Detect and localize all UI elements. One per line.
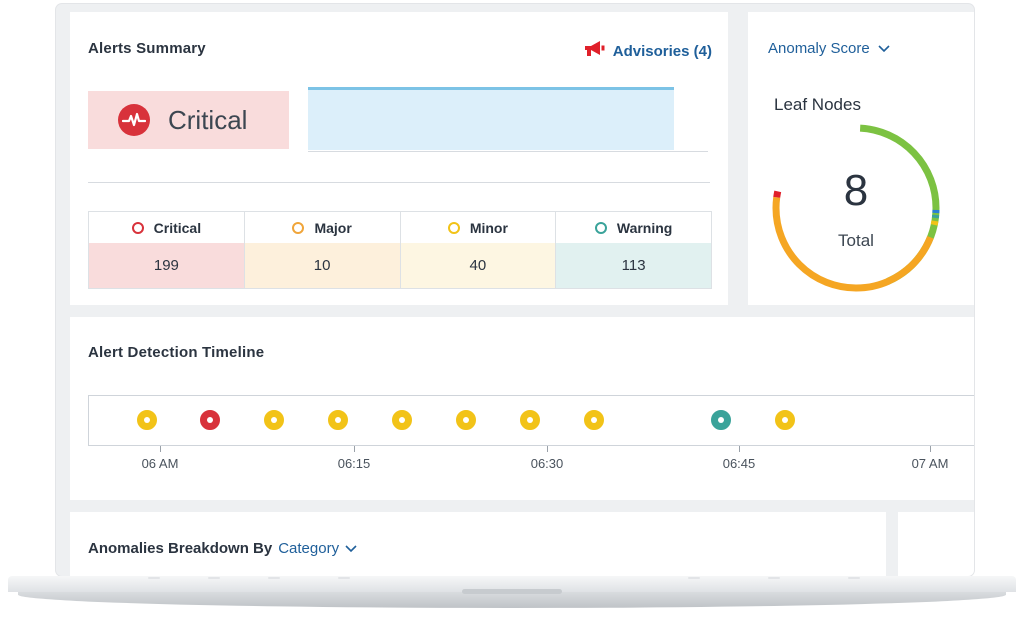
severity-count: 10 xyxy=(244,243,400,288)
alert-chart-area xyxy=(308,87,674,150)
timeline-tick-label: 06:45 xyxy=(722,456,756,471)
timeline-marker-critical[interactable] xyxy=(200,410,220,430)
chart-underline xyxy=(308,151,708,152)
severity-count: 40 xyxy=(400,243,556,288)
anomaly-score-dropdown[interactable]: Anomaly Score xyxy=(768,40,890,57)
severity-label: Major xyxy=(314,219,352,236)
marker-center xyxy=(782,417,788,423)
laptop-base xyxy=(0,576,1024,616)
timeline-marker-minor[interactable] xyxy=(328,410,348,430)
severity-header: Major xyxy=(244,212,400,243)
severity-label: Warning xyxy=(616,219,673,236)
warning-dot-icon xyxy=(594,221,607,234)
timeline-tick-label: 07 AM xyxy=(911,456,949,471)
laptop-keyboard-edge xyxy=(8,576,1016,592)
timeline-marker-minor[interactable] xyxy=(775,410,795,430)
marker-center xyxy=(207,417,213,423)
timeline-marker-minor[interactable] xyxy=(137,410,157,430)
severity-column-major[interactable]: Major 10 xyxy=(244,212,401,288)
marker-center xyxy=(718,417,724,423)
timeline-marker-minor[interactable] xyxy=(392,410,412,430)
alert-timeline-card: Alert Detection Timeline 06 AM 06:15 06:30… xyxy=(70,317,974,500)
severity-label: Critical xyxy=(153,219,202,236)
timeline-title: Alert Detection Timeline xyxy=(88,344,265,361)
advisories-label: Advisories (4) xyxy=(612,43,712,60)
timeline-tick-label: 06 AM xyxy=(141,456,179,471)
anomaly-score-label: Anomaly Score xyxy=(768,40,870,57)
critical-label: Critical xyxy=(168,104,248,135)
timeline-tick-label: 06:30 xyxy=(530,456,564,471)
minor-dot-icon xyxy=(447,221,460,234)
laptop-screen: Alerts Summary Advisories (4) Critical xyxy=(56,4,974,576)
severity-header: Minor xyxy=(400,212,556,243)
total-label: Total xyxy=(838,231,874,250)
severity-count: 199 xyxy=(89,243,244,288)
megaphone-icon xyxy=(583,40,605,63)
timeline-marker-minor[interactable] xyxy=(584,410,604,430)
severity-column-critical[interactable]: Critical 199 xyxy=(89,212,245,288)
timeline-marker-warning[interactable] xyxy=(711,410,731,430)
anomalies-breakdown-card: Anomalies Breakdown By Category xyxy=(70,512,886,576)
timeline-tick xyxy=(547,446,548,452)
alerts-summary-title: Alerts Summary xyxy=(88,40,206,57)
severity-header: Critical xyxy=(89,212,244,243)
gauge-ring xyxy=(772,124,940,292)
breakdown-side-card xyxy=(898,512,974,576)
severity-table: Critical 199 Major 10 Minor 40 xyxy=(88,211,712,289)
major-dot-icon xyxy=(292,221,305,234)
anomaly-score-card: Anomaly Score Leaf Nodes 8 Total xyxy=(748,12,974,305)
total-count: 8 xyxy=(843,166,869,215)
breakdown-title: Anomalies Breakdown By Category xyxy=(88,540,357,557)
severity-column-warning[interactable]: Warning 113 xyxy=(556,212,711,288)
laptop-notch xyxy=(462,589,562,594)
chevron-down-icon xyxy=(878,40,890,57)
marker-center xyxy=(144,417,150,423)
timeline-tick xyxy=(930,446,931,452)
heartbeat-icon xyxy=(118,104,150,136)
timeline-marker-minor[interactable] xyxy=(520,410,540,430)
marker-center xyxy=(463,417,469,423)
severity-count: 113 xyxy=(556,243,711,288)
category-dropdown[interactable]: Category xyxy=(278,540,357,557)
leaf-nodes-gauge[interactable]: 8 Total xyxy=(768,120,944,296)
laptop-base-bottom xyxy=(18,592,1006,608)
marker-center xyxy=(591,417,597,423)
critical-status-box[interactable]: Critical xyxy=(88,91,289,149)
critical-dot-icon xyxy=(131,221,144,234)
category-label: Category xyxy=(278,540,340,557)
timeline-marker-minor[interactable] xyxy=(264,410,284,430)
timeline-marker-minor[interactable] xyxy=(456,410,476,430)
marker-center xyxy=(399,417,405,423)
timeline-tick xyxy=(354,446,355,452)
alerts-summary-card: Alerts Summary Advisories (4) Critical xyxy=(70,12,728,305)
marker-center xyxy=(335,417,341,423)
timeline-track[interactable] xyxy=(88,395,974,446)
leaf-nodes-title: Leaf Nodes xyxy=(774,95,861,114)
marker-center xyxy=(527,417,533,423)
severity-label: Minor xyxy=(469,219,508,236)
severity-column-minor[interactable]: Minor 40 xyxy=(400,212,557,288)
marker-center xyxy=(271,417,277,423)
breakdown-title-text: Anomalies Breakdown By xyxy=(88,540,273,557)
chevron-down-icon xyxy=(345,540,357,557)
timeline-tick-label: 06:15 xyxy=(337,456,371,471)
section-divider xyxy=(88,182,710,183)
severity-header: Warning xyxy=(556,212,711,243)
timeline-tick xyxy=(160,446,161,452)
timeline-tick xyxy=(739,446,740,452)
advisories-link[interactable]: Advisories (4) xyxy=(583,40,712,63)
